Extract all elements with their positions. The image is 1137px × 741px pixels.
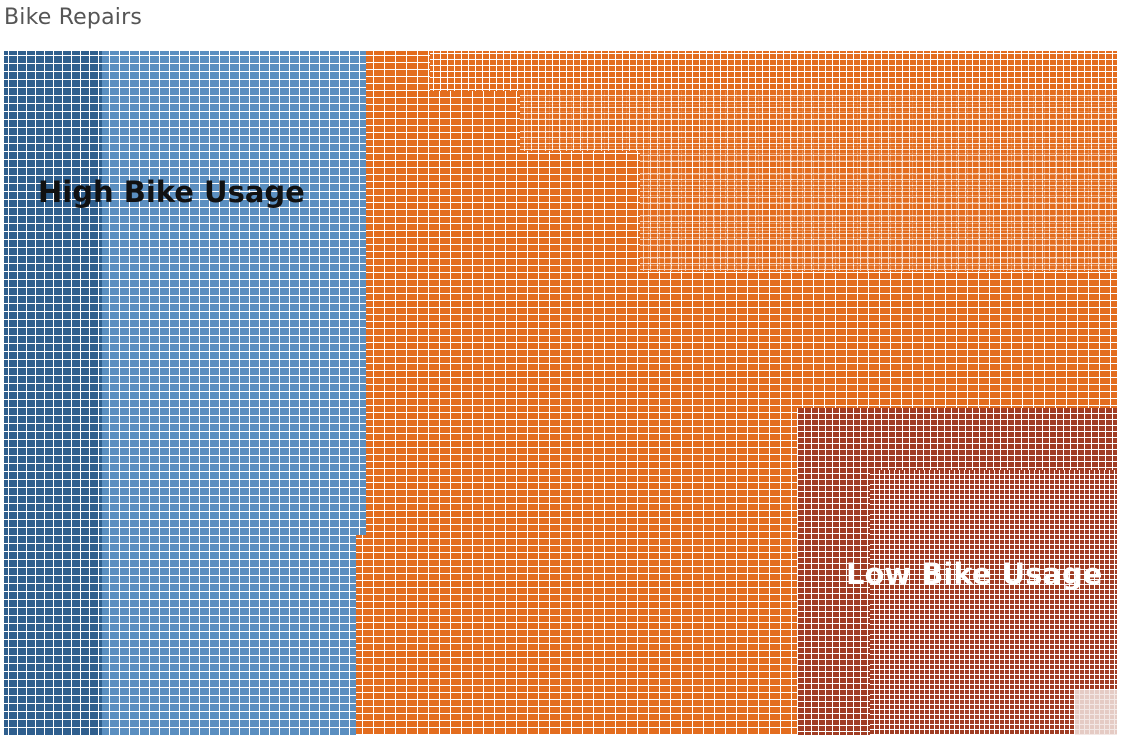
region-orange-fine-2 <box>520 91 1117 151</box>
region-light-blue <box>102 51 366 735</box>
region-orange-step <box>356 535 366 735</box>
region-dark-blue <box>4 51 102 735</box>
region-orange-fine-3 <box>640 151 1117 271</box>
chart-title: Bike Repairs <box>4 5 142 30</box>
region-dark-red-highlight <box>1075 690 1117 735</box>
region-orange-fine-1 <box>430 51 1117 91</box>
annotation-high-bike-usage: High Bike Usage <box>38 175 305 209</box>
annotation-low-bike-usage: Low Bike Usage <box>846 557 1102 591</box>
